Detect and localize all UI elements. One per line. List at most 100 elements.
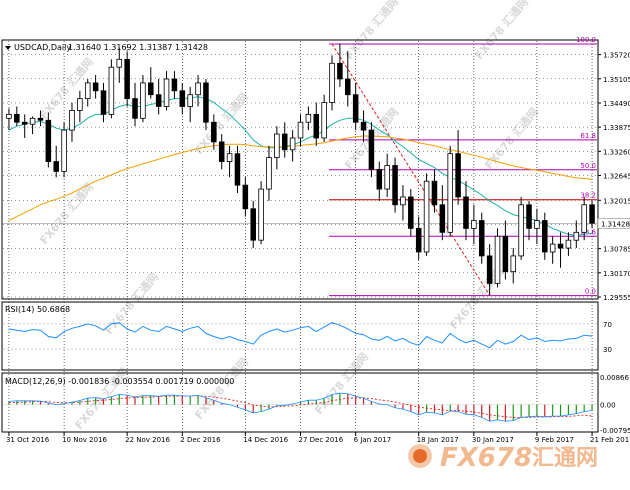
candle-bull (518, 204, 524, 257)
macd-title: MACD(12,26,9) -0.001836 -0.003554 0.0017… (5, 377, 234, 386)
candlesticks (6, 43, 595, 296)
fib-trend-line (331, 43, 491, 296)
candle-bull (116, 58, 123, 68)
candle-bull (565, 239, 572, 249)
candle-bear (100, 90, 107, 115)
macd-pane: 0.008661 0.00 -0.007957 (3, 374, 630, 435)
candle-bull (69, 110, 75, 131)
current-price-label: 1.31428 (601, 220, 630, 228)
fib-level-label: 61.8 (580, 132, 596, 140)
macd-tick-label: 0.008661 (600, 374, 630, 382)
candle-bull (6, 113, 12, 119)
watermark-text: FX678 汇通网 (312, 351, 371, 417)
candle-bull (274, 133, 280, 159)
candle-bear (313, 113, 320, 139)
rsi-tick-label: 30 (603, 346, 612, 354)
candle-bull (29, 117, 36, 125)
candle-bear (589, 204, 595, 224)
candle-bull (400, 196, 406, 206)
watermark-text: FX678 汇通网 (102, 271, 161, 337)
ohlc-readout: 1.31640 1.31692 1.31387 1.31428 (68, 43, 208, 52)
symbol-label: USDCAD,Daily (14, 43, 71, 52)
candle-bear (368, 129, 375, 170)
time-tick-label: 10 Nov 2016 (62, 436, 107, 444)
logo-text: FX678 (440, 443, 532, 473)
price-tick-label: 1.32015 (603, 197, 630, 205)
candle-bull (494, 235, 501, 284)
time-tick-label: 2 Dec 2016 (180, 436, 221, 444)
candle-bear (21, 121, 28, 125)
time-tick-label: 9 Feb 2017 (535, 436, 574, 444)
candle-bear (234, 153, 241, 186)
fibonacci-levels: 100.0 61.8 50.0 38.2 23.6 0.0 (3, 36, 597, 297)
candle-bull (471, 220, 477, 229)
candle-bull (329, 62, 335, 103)
candle-bear (392, 165, 398, 206)
candle-bear (92, 82, 99, 92)
price-tick-label: 1.30170 (603, 270, 630, 278)
candle-bear (337, 62, 343, 80)
time-tick-label: 6 Jan 2017 (354, 436, 392, 444)
time-tick-label: 18 Jan 2017 (417, 436, 459, 444)
price-axis: 1.35720 1.35105 1.34490 1.33875 1.33260 1.326… (597, 52, 630, 302)
candle-bear (155, 94, 162, 107)
candle-bull (61, 129, 67, 172)
candle-bear (478, 220, 485, 257)
candle-bull (510, 255, 517, 273)
pane-frames (1, 39, 599, 433)
time-tick-label: 21 Feb 2017 (590, 436, 630, 444)
time-tick-label: 30 Jan 2017 (472, 436, 514, 444)
price-tick-label: 1.34490 (603, 100, 630, 108)
time-tick-label: 22 Nov 2016 (125, 436, 170, 444)
candle-bull (84, 82, 91, 100)
candle-bear (179, 90, 186, 107)
watermark-text: FX678 汇通网 (37, 181, 96, 247)
logo-cn-text: 汇通网 (532, 446, 598, 471)
price-tick-label: 1.29555 (603, 294, 630, 302)
candle-bear (124, 58, 130, 100)
candle-bear (360, 121, 367, 131)
logo-inner-icon (413, 449, 427, 463)
macd-tick-label: -0.007957 (600, 427, 630, 435)
candle-bear (171, 78, 178, 92)
rsi-tick-label: 70 (603, 321, 612, 329)
macd-tick-label: 0.00 (600, 402, 616, 410)
candle-bear (455, 153, 461, 198)
candle-bear (345, 78, 351, 96)
candle-bear (439, 204, 446, 233)
candle-bull (140, 82, 146, 119)
triangle-icon (5, 46, 11, 50)
candle-bull (108, 66, 115, 115)
candle-bull (384, 165, 390, 190)
price-tick-label: 1.30785 (603, 246, 630, 254)
watermark-text: FX678 汇通网 (472, 0, 531, 62)
candle-bear (486, 255, 493, 284)
price-tick-label: 1.35720 (603, 52, 630, 60)
candle-bull (534, 220, 540, 229)
rsi-line (8, 322, 593, 349)
candle-bull (423, 180, 430, 253)
fx678-logo: FX678 汇通网 (408, 443, 598, 473)
fib-level-label: 100.0 (576, 36, 596, 44)
candle-bull (187, 94, 193, 107)
watermark-text: FX678 汇通网 (192, 356, 251, 422)
rsi-pane-frame (1, 301, 599, 371)
price-tick-label: 1.33875 (603, 124, 630, 132)
candle-bear (431, 180, 438, 206)
price-tick-label: 1.35105 (603, 76, 630, 84)
candle-bull (447, 153, 453, 233)
candle-bear (352, 94, 359, 123)
fib-level-label: 23.6 (580, 228, 596, 236)
trend-line (331, 43, 491, 296)
candle-bear (557, 243, 564, 249)
candle-bear (463, 196, 469, 229)
candle-bear (37, 117, 44, 121)
fib-level-label: 38.2 (580, 192, 596, 200)
macd-line (8, 392, 593, 422)
watermark-text: FX678 汇通网 (342, 0, 401, 62)
candle-bull (77, 98, 83, 111)
candle-bull (258, 188, 264, 241)
candle-bear (526, 204, 532, 229)
candle-bear (148, 82, 154, 96)
